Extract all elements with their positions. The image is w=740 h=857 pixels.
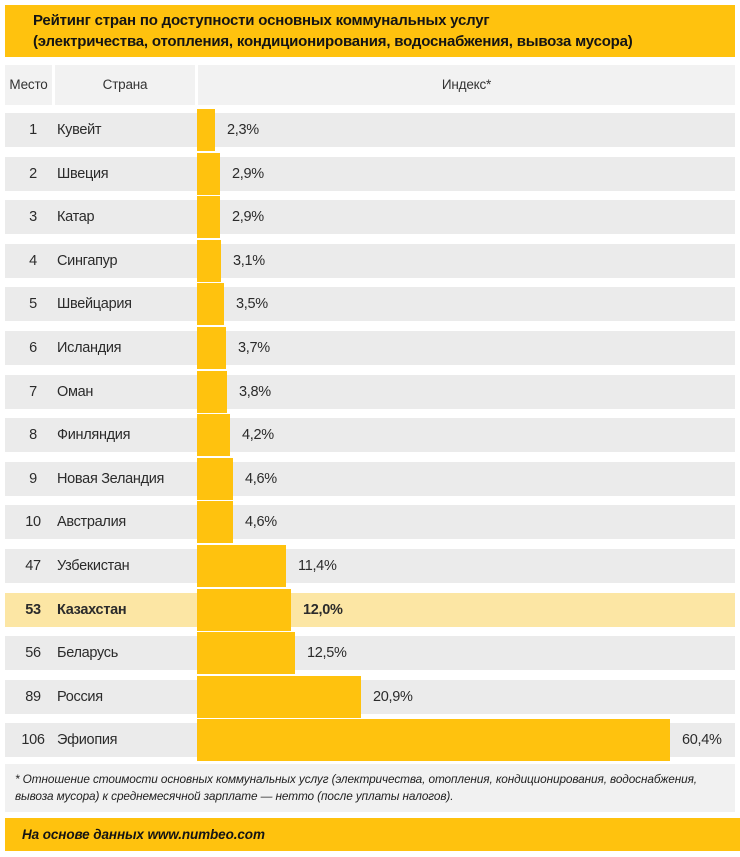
rank-cell: 6 bbox=[29, 339, 37, 356]
index-value: 20,9% bbox=[373, 688, 413, 705]
index-bar bbox=[197, 196, 220, 239]
index-bar bbox=[197, 109, 215, 151]
table-row: 3 Катар 2,9% bbox=[5, 196, 735, 239]
column-header-index: Индекс* bbox=[198, 65, 735, 105]
index-value: 4,6% bbox=[245, 514, 277, 531]
country-cell: Россия bbox=[57, 688, 103, 705]
index-bar bbox=[197, 632, 295, 675]
index-value: 3,5% bbox=[236, 296, 268, 313]
rank-cell: 47 bbox=[25, 557, 41, 574]
table-row: 53 Казахстан 12,0% bbox=[5, 588, 735, 631]
index-bar bbox=[197, 152, 220, 195]
index-bar bbox=[197, 457, 233, 500]
source-banner: На основе данных www.numbeo.com bbox=[5, 818, 740, 852]
country-cell: Оман bbox=[57, 383, 94, 400]
index-value: 3,8% bbox=[239, 383, 271, 400]
page-title-line2: (электричества, отопления, кондициониров… bbox=[33, 33, 633, 50]
country-cell: Казахстан bbox=[57, 601, 127, 618]
index-value: 3,7% bbox=[238, 339, 270, 356]
rank-cell: 53 bbox=[25, 601, 41, 618]
index-value: 3,1% bbox=[233, 252, 265, 269]
index-value: 12,0% bbox=[303, 601, 343, 618]
country-cell: Кувейт bbox=[57, 122, 102, 138]
rank-cell: 56 bbox=[25, 645, 41, 662]
index-value: 12,5% bbox=[307, 645, 347, 662]
table-row: 9 Новая Зеландия 4,6% bbox=[5, 457, 735, 500]
index-value: 2,3% bbox=[227, 122, 259, 138]
index-value: 4,2% bbox=[242, 427, 274, 444]
country-cell: Узбекистан bbox=[57, 557, 130, 574]
country-cell: Швеция bbox=[57, 165, 109, 182]
index-bar bbox=[197, 370, 227, 413]
index-value: 2,9% bbox=[232, 209, 264, 226]
table-row: 10 Австралия 4,6% bbox=[5, 501, 735, 544]
rank-cell: 106 bbox=[21, 732, 45, 749]
rank-cell: 4 bbox=[29, 252, 37, 269]
page-title-line1: Рейтинг стран по доступности основных ко… bbox=[33, 12, 490, 29]
index-value: 11,4% bbox=[298, 557, 337, 574]
rank-cell: 9 bbox=[29, 470, 37, 487]
table-row: 89 Россия 20,9% bbox=[5, 675, 735, 718]
table-header: Место Страна Индекс* bbox=[5, 65, 740, 105]
index-bar bbox=[197, 283, 224, 326]
country-cell: Катар bbox=[57, 209, 95, 226]
table-row: 6 Исландия 3,7% bbox=[5, 326, 735, 369]
table-row: 5 Швейцария 3,5% bbox=[5, 283, 735, 326]
index-bar bbox=[197, 588, 291, 631]
country-cell: Эфиопия bbox=[57, 732, 118, 749]
index-bar bbox=[197, 544, 286, 587]
rank-cell: 8 bbox=[29, 427, 37, 444]
table-row: 8 Финляндия 4,2% bbox=[5, 414, 735, 457]
table-row: 2 Швеция 2,9% bbox=[5, 152, 735, 195]
rank-cell: 10 bbox=[25, 514, 41, 531]
country-cell: Беларусь bbox=[57, 645, 119, 662]
table-row: 1 Кувейт 2,3% bbox=[5, 109, 735, 151]
table-row: 4 Сингапур 3,1% bbox=[5, 239, 735, 282]
country-cell: Новая Зеландия bbox=[57, 470, 165, 487]
rank-cell: 3 bbox=[29, 209, 37, 226]
column-header-place: Место bbox=[5, 65, 52, 105]
index-bar bbox=[197, 501, 233, 544]
table-row: 106 Эфиопия 60,4% bbox=[5, 719, 735, 762]
index-bar bbox=[197, 414, 230, 457]
rank-cell: 7 bbox=[29, 383, 37, 400]
rank-cell: 5 bbox=[29, 296, 37, 313]
country-cell: Исландия bbox=[57, 339, 122, 356]
table-row: 56 Беларусь 12,5% bbox=[5, 632, 735, 675]
table-row: 47 Узбекистан 11,4% bbox=[5, 544, 735, 587]
index-bar bbox=[197, 675, 361, 718]
country-cell: Финляндия bbox=[57, 427, 131, 444]
index-bar bbox=[197, 719, 670, 762]
column-header-country: Страна bbox=[55, 65, 195, 105]
table-body: 1 Кувейт 2,3% 2 Швеция 2,9% 3 Катар 2,9%… bbox=[5, 109, 735, 762]
country-cell: Сингапур bbox=[57, 252, 118, 269]
footnote: * Отношение стоимости основных коммуналь… bbox=[5, 764, 735, 813]
index-value: 60,4% bbox=[682, 732, 722, 749]
utilities-affordability-infographic: Рейтинг стран по доступности основных ко… bbox=[0, 5, 740, 857]
index-value: 2,9% bbox=[232, 165, 264, 182]
country-cell: Австралия bbox=[57, 514, 126, 531]
title-banner: Рейтинг стран по доступности основных ко… bbox=[5, 5, 735, 57]
index-bar bbox=[197, 326, 226, 369]
country-cell: Швейцария bbox=[57, 296, 132, 313]
index-value: 4,6% bbox=[245, 470, 277, 487]
table-row: 7 Оман 3,8% bbox=[5, 370, 735, 413]
rank-cell: 89 bbox=[25, 688, 41, 705]
index-bar bbox=[197, 239, 221, 282]
rank-cell: 1 bbox=[29, 122, 37, 138]
rank-cell: 2 bbox=[29, 165, 37, 182]
